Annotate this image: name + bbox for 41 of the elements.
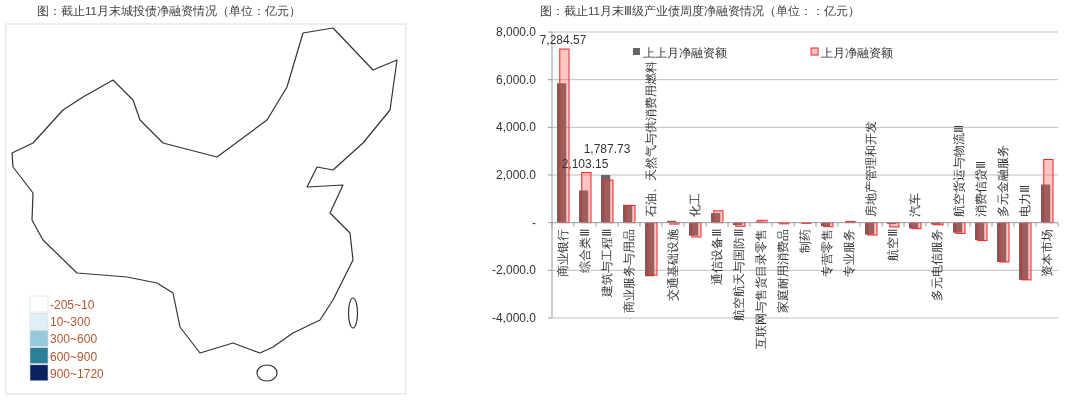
data-label: 1,787.73 [583, 141, 631, 156]
x-tick-label: 交通基础设施 [666, 228, 679, 301]
text: 图：截止11月末城投债净融资情况（单位：亿元） [37, 5, 301, 18]
x-tick-label: 化工 [689, 192, 701, 217]
legend-label: 上上月净融资额 [642, 46, 727, 60]
x-tick-label: 多元电信服务 [931, 228, 943, 301]
x-tick-label: 航空航天与国防Ⅲ [732, 228, 745, 321]
y-tick-label: 8,000.0 [495, 25, 537, 39]
x-tick-label: 电力Ⅲ [1019, 184, 1031, 217]
x-tick-label: 建筑与工程Ⅲ [601, 228, 613, 298]
x-tick-label: 家庭耐用消费品 [776, 228, 789, 313]
y-tick-label: -2,000.0 [491, 263, 537, 278]
chart-title: 图：截止11月末Ⅲ级产业债周度净融资情况（单位：：亿元） [540, 4, 860, 18]
y-tick-label: -4,000.0 [491, 311, 537, 325]
x-tick-label: 资本市场 [1040, 228, 1053, 277]
x-tick-label: 专营零售 [821, 228, 833, 277]
x-tick-label: 通信设备Ⅲ [711, 228, 723, 285]
y-tick-label: 6,000.0 [495, 72, 537, 87]
category-label: 300~600 [50, 332, 98, 347]
x-tick-label: 房地产管理和开发 [864, 120, 877, 217]
x-tick-label: 航空货运与物流Ⅲ [952, 124, 966, 217]
x-tick-label: 商业银行 [556, 228, 569, 277]
x-tick-label: 消费信贷Ⅲ [975, 160, 988, 217]
x-tick-label: 石油、天然气与供消费用燃料 [645, 60, 657, 217]
y-tick-label: 4,000.0 [495, 120, 537, 135]
x-tick-label: 专业服务 [843, 228, 855, 277]
data-label: 7,284.57 [539, 33, 587, 48]
y-tick-label: 2,000.0 [495, 168, 537, 182]
x-tick-label: 航空Ⅲ [886, 228, 899, 261]
x-tick-label: 综合类Ⅲ [578, 228, 591, 273]
x-tick-label: 商业服务与用品 [622, 228, 635, 313]
x-tick-label: 汽车 [908, 192, 921, 217]
category-label: 10~300 [50, 315, 91, 330]
y-tick-label: - [532, 215, 536, 230]
category-label: 600~900 [50, 349, 98, 364]
legend-label: 上月净融资额 [821, 46, 894, 60]
x-tick-label: 制药 [799, 228, 811, 253]
category-label: -205~10 [50, 298, 95, 312]
x-tick-label: 多元金融服务 [997, 144, 1009, 217]
x-tick-label: 互联网与售货目录零售 [755, 228, 768, 349]
category-label: 900~1720 [50, 366, 105, 381]
